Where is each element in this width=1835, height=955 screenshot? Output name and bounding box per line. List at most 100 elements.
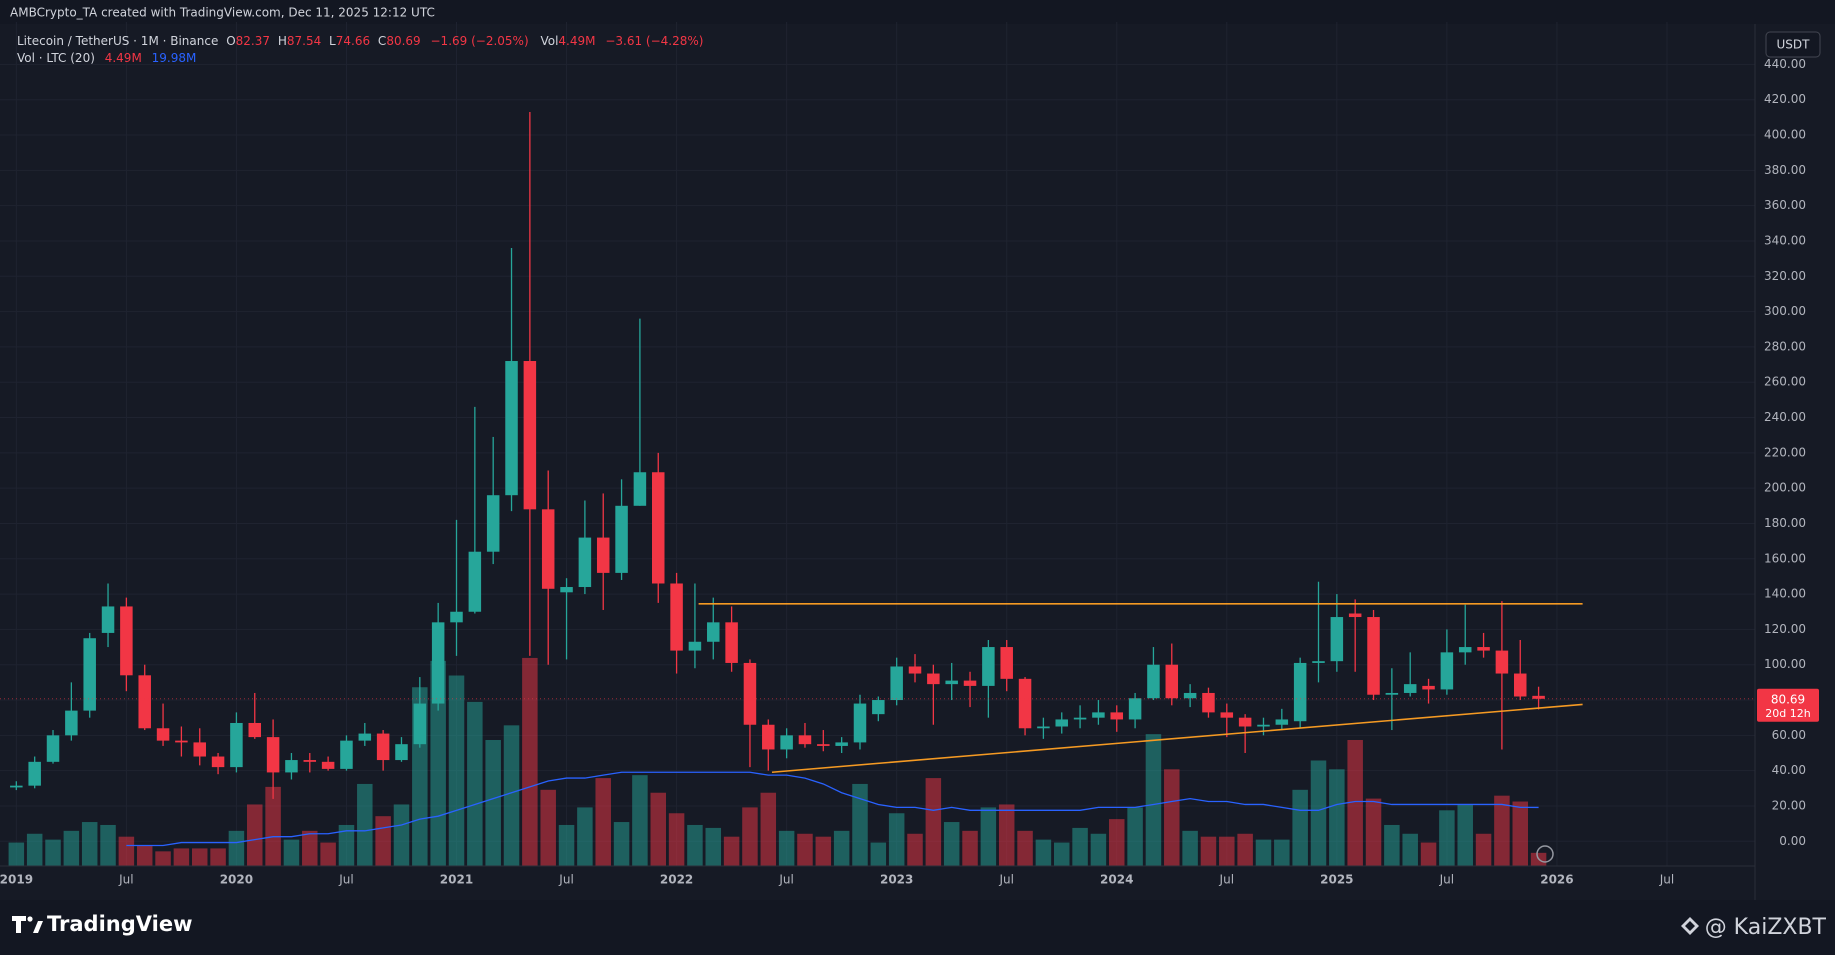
candle-body <box>10 785 23 788</box>
volume-bar <box>797 833 813 866</box>
volume-bar <box>173 848 190 866</box>
currency-button-label[interactable]: USDT <box>1777 38 1811 52</box>
volume-bar <box>155 851 171 866</box>
volume-bar <box>540 789 556 866</box>
volume-bar <box>467 701 483 866</box>
volume-bar <box>1200 836 1217 866</box>
legend-label: Vol <box>540 34 558 48</box>
candle-body <box>1165 664 1179 699</box>
candle-body <box>1422 685 1435 690</box>
volume-bar <box>778 830 795 866</box>
legend-value: 80.69 <box>386 34 420 48</box>
candle-body <box>1073 717 1087 720</box>
candle-body <box>560 587 573 593</box>
volume-bar <box>1420 842 1437 866</box>
volume-bar <box>1457 804 1473 866</box>
y-tick-label: 60.00 <box>1772 728 1806 742</box>
y-tick-label: 140.00 <box>1764 587 1806 601</box>
candle-body <box>1275 719 1289 725</box>
header-text: AMBCrypto_TA created with TradingView.co… <box>10 6 435 20</box>
x-tick-label: Jul <box>998 873 1013 887</box>
candle-body <box>817 744 830 746</box>
trend-line <box>771 703 1583 774</box>
volume-bar <box>283 839 300 866</box>
candle-body <box>1128 698 1142 720</box>
volume-bar <box>852 783 868 866</box>
candle-body <box>872 700 885 715</box>
y-tick-label: 300.00 <box>1764 304 1806 318</box>
volume-bar <box>1512 801 1528 866</box>
candle-body <box>1440 652 1454 690</box>
candle-body <box>395 744 408 761</box>
last-price-label: 80.69 <box>1771 692 1805 706</box>
candle-body <box>266 737 280 773</box>
x-tick-label: 2025 <box>1320 873 1353 887</box>
volume-bar <box>1347 739 1363 866</box>
volume-bar <box>1274 839 1290 866</box>
volume-bar <box>118 836 135 866</box>
candle-body <box>1385 692 1399 695</box>
currency-button[interactable] <box>1765 31 1821 58</box>
volume-bar <box>136 845 153 866</box>
y-tick-label: 240.00 <box>1764 410 1806 424</box>
candle-body <box>1513 673 1527 697</box>
candle-body <box>670 583 683 651</box>
volume-bar <box>81 822 98 866</box>
volume-bar <box>760 792 777 866</box>
x-tick-label: 2020 <box>220 873 253 887</box>
candle-body <box>505 361 518 496</box>
candle-body <box>358 733 372 741</box>
volume-bar <box>228 830 245 866</box>
axes: 0.0020.0040.0060.0080.00100.00120.00140.… <box>0 57 1819 887</box>
volume-bar <box>742 807 758 866</box>
candle-body <box>1183 692 1197 699</box>
volume-bar <box>705 827 722 866</box>
y-tick-label: 360.00 <box>1764 198 1806 212</box>
candle-body <box>65 710 78 736</box>
candle-body <box>46 735 60 762</box>
y-tick-label: 40.00 <box>1772 763 1806 777</box>
volume-bar <box>1145 734 1162 866</box>
legend-change: −1.69 (−2.05%) <box>431 34 529 48</box>
legend-change: −3.61 (−4.28%) <box>605 34 703 48</box>
replay-icon[interactable] <box>1536 845 1554 863</box>
volume-bar <box>1292 789 1308 866</box>
y-tick-label: 440.00 <box>1764 57 1806 71</box>
candle-body <box>1532 695 1545 699</box>
candle-body <box>1348 613 1362 618</box>
candle-body <box>633 472 647 506</box>
candle-body <box>413 703 427 745</box>
volume-bar <box>210 848 226 866</box>
legend-label: O <box>226 34 235 48</box>
volume-bar <box>1329 769 1345 866</box>
volume-bar <box>26 833 43 866</box>
volume-bar <box>100 824 116 866</box>
candle-body <box>982 647 995 686</box>
volume-bar <box>338 824 355 866</box>
x-tick-label: 2022 <box>660 873 693 887</box>
candle-body <box>1477 647 1490 651</box>
candle-body <box>230 722 243 768</box>
y-tick-label: 0.00 <box>1779 834 1806 848</box>
volume-bar <box>558 824 575 866</box>
volume-bar <box>980 807 997 866</box>
volume-bar <box>375 816 391 866</box>
volume-bar <box>577 807 593 866</box>
y-tick-label: 320.00 <box>1764 269 1806 283</box>
candle-body <box>578 537 592 588</box>
y-tick-label: 100.00 <box>1764 657 1806 671</box>
candle-body <box>1037 726 1050 729</box>
candle-body <box>1220 712 1234 718</box>
candle-body <box>1147 664 1160 699</box>
price-pane <box>0 112 1755 799</box>
legend-value: 19.98M <box>152 51 197 65</box>
volume-bar <box>613 822 630 866</box>
y-tick-label: 180.00 <box>1764 516 1806 530</box>
volume-ma-line <box>126 771 1539 847</box>
candle-body <box>1110 712 1124 720</box>
candle-body <box>450 611 463 623</box>
y-tick-label: 220.00 <box>1764 445 1806 459</box>
volume-bar <box>815 836 832 866</box>
volume-bar <box>503 725 520 866</box>
volume-bar <box>191 848 208 866</box>
